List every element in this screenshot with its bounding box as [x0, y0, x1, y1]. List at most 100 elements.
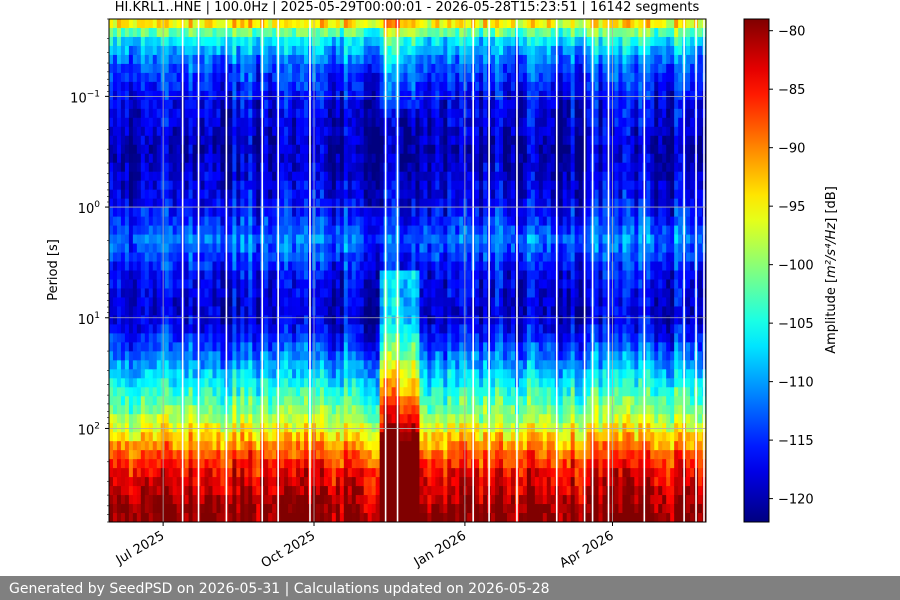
spectrogram-cell [315, 414, 321, 424]
spectrogram-cell [415, 198, 421, 209]
spectrogram-cell [363, 19, 369, 29]
spectrogram-cell [323, 45, 329, 56]
spectrogram-cell [451, 162, 456, 173]
spectrogram-cell [168, 477, 174, 487]
spectrogram-cell [236, 477, 241, 487]
spectrogram-cell [355, 504, 361, 514]
spectrogram-cell [124, 243, 130, 254]
spectrogram-cell [280, 180, 285, 191]
spectrogram-cell [244, 36, 249, 47]
spectrogram-cell [339, 513, 345, 522]
spectrogram-cell [411, 72, 417, 83]
spectrogram-cell [280, 216, 285, 227]
spectrogram-cell [128, 378, 134, 388]
spectrogram-cell [128, 324, 134, 334]
spectrogram-cell [156, 432, 162, 442]
spectrogram-cell [240, 207, 245, 218]
spectrogram-cell [415, 351, 421, 361]
spectrogram-cell [152, 171, 158, 182]
spectrogram-cell [335, 135, 341, 146]
spectrogram-cell [264, 261, 269, 272]
spectrogram-cell [168, 297, 174, 308]
spectrogram-cell [371, 387, 377, 397]
spectrogram-cell [144, 252, 150, 263]
spectrogram-cell [351, 126, 357, 137]
spectrogram-cell [323, 135, 329, 146]
spectrogram-cell [140, 81, 146, 92]
spectrogram-cell [407, 81, 413, 92]
spectrogram-cell [296, 414, 301, 424]
spectrogram-cell [292, 450, 297, 460]
spectrogram-cell [387, 279, 393, 290]
spectrogram-cell [116, 459, 122, 469]
spectrogram-cell [252, 324, 257, 334]
spectrogram-cell [140, 126, 146, 137]
spectrogram-cell [176, 234, 182, 245]
spectrogram-cell [244, 351, 249, 361]
spectrogram-cell [327, 369, 333, 379]
spectrogram-cell [156, 198, 162, 209]
spectrogram-cell [323, 360, 329, 370]
spectrogram-cell [228, 81, 233, 92]
spectrogram-cell [423, 108, 428, 119]
spectrogram-cell [431, 189, 436, 200]
spectrogram-cell [451, 207, 456, 218]
spectrogram-cell [116, 297, 122, 308]
spectrogram-cell [443, 477, 448, 487]
spectrogram-cell [156, 135, 162, 146]
spectrogram-cell [168, 189, 174, 200]
spectrogram-cell [363, 81, 369, 92]
spectrogram-cell [300, 387, 305, 397]
spectrogram-cell [236, 189, 241, 200]
spectrogram-cell [156, 441, 162, 451]
spectrogram-cell [288, 81, 293, 92]
spectrogram-cell [371, 396, 377, 406]
spectrogram-cell [443, 261, 448, 272]
spectrogram-cell [256, 198, 261, 209]
spectrogram-cell [403, 360, 409, 370]
spectrogram-cell [136, 234, 142, 245]
spectrogram-cell [112, 360, 118, 370]
spectrogram-cell [343, 126, 349, 137]
spectrogram-cell [120, 90, 126, 101]
spectrogram-cell [343, 225, 349, 236]
spectrogram-cell [208, 27, 214, 38]
spectrogram-cell [136, 450, 142, 460]
spectrogram-cell [240, 252, 245, 263]
spectrogram-cell [272, 207, 277, 218]
spectrogram-cell [411, 441, 417, 451]
spectrogram-cell [228, 351, 233, 361]
spectrogram-cell [319, 72, 325, 83]
spectrogram-cell [252, 270, 257, 281]
spectrogram-cell [252, 288, 257, 299]
spectrogram-cell [379, 333, 385, 343]
spectrogram-cell [423, 72, 428, 83]
spectrogram-cell [264, 207, 269, 218]
spectrogram-cell [109, 171, 114, 182]
spectrogram-cell [451, 180, 456, 191]
spectrogram-cell [116, 54, 122, 65]
spectrogram-cell [419, 36, 425, 47]
spectrogram-cell [252, 306, 257, 317]
spectrogram-cell [347, 423, 353, 433]
spectrogram-cell [288, 243, 293, 254]
spectrogram-cell [168, 459, 174, 469]
spectrogram-cell [116, 324, 122, 334]
spectrogram-cell [455, 225, 460, 236]
spectrogram-cell [443, 315, 448, 325]
spectrogram-cell [335, 19, 341, 29]
spectrogram-cell [371, 252, 377, 263]
spectrogram-cell [244, 486, 249, 496]
spectrogram-cell [379, 180, 385, 191]
spectrogram-cell [128, 297, 134, 308]
spectrogram-cell [363, 297, 369, 308]
spectrogram-cell [443, 243, 448, 254]
spectrogram-cell [447, 180, 452, 191]
spectrogram-cell [447, 135, 452, 146]
spectrogram-cell [168, 99, 174, 110]
spectrogram-cell [292, 396, 297, 406]
spectrogram-cell [184, 306, 190, 317]
spectrogram-cell [124, 72, 130, 83]
spectrogram-cell [343, 36, 349, 47]
spectrogram-cell [331, 351, 337, 361]
